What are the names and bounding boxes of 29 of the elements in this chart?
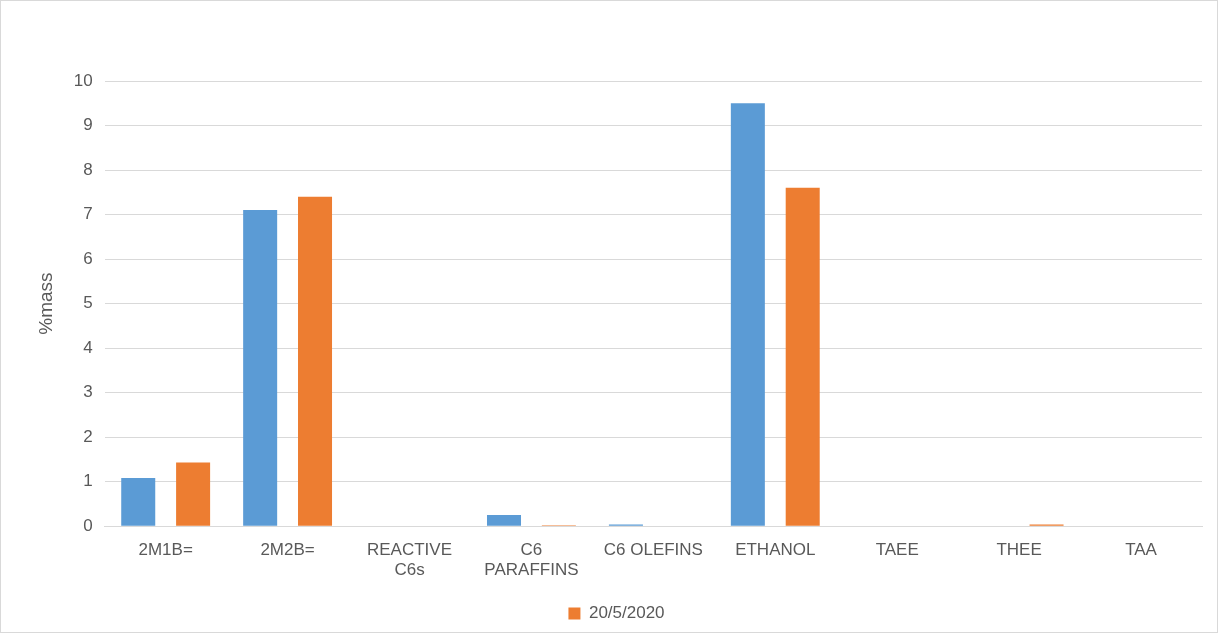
x-tick-label: REACTIVE C6s <box>367 540 453 580</box>
legend-label: 20/5/2020 <box>588 603 665 623</box>
y-tick-label: 5 <box>83 293 93 313</box>
x-tick-label: TAEE <box>875 540 919 560</box>
x-tick-label: THEE <box>996 540 1042 560</box>
x-tick-label: C6 PARAFFINS <box>484 540 579 580</box>
x-tick-label: C6 OLEFINS <box>603 540 703 560</box>
y-tick-label: 2 <box>83 426 93 446</box>
y-tick-label: 3 <box>83 382 93 402</box>
x-tick-label: 2M1B= <box>138 540 193 560</box>
y-tick-label: 10 <box>73 70 93 90</box>
y-axis-title: %mass <box>34 272 56 335</box>
y-tick-label: 0 <box>83 515 93 535</box>
bar <box>121 478 156 526</box>
y-tick-label: 1 <box>83 471 93 491</box>
x-tick-label: 2M2B= <box>260 540 315 560</box>
x-tick-label: ETHANOL <box>735 540 816 560</box>
bar <box>298 196 333 526</box>
y-tick-label: 6 <box>83 248 93 268</box>
bar <box>176 462 211 526</box>
bar <box>730 103 765 526</box>
x-tick-label: TAA <box>1125 540 1158 560</box>
y-tick-label: 9 <box>83 115 93 135</box>
y-tick-label: 7 <box>83 204 93 224</box>
bar <box>785 187 820 526</box>
bar <box>243 210 278 526</box>
y-tick-label: 8 <box>83 159 93 179</box>
y-tick-label: 4 <box>83 337 93 357</box>
bar <box>486 515 522 526</box>
